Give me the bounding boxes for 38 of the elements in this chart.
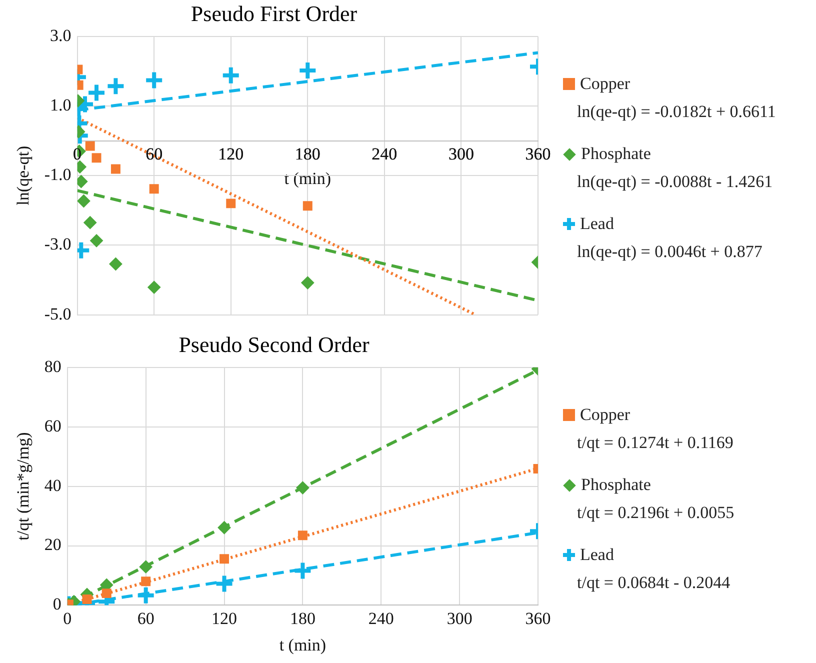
x-tick-label: 120	[218, 144, 244, 164]
x-tick-label: 300	[448, 144, 474, 164]
y-tick-label: 20	[44, 535, 62, 554]
legend-label: Lead	[580, 214, 614, 234]
y-tick-label: -5.0	[44, 304, 72, 324]
text: t/qt = 0.1274t + 0.1169	[577, 433, 734, 453]
y-tick-label: -1.0	[44, 165, 72, 184]
text: t/qt = 0.2196t + 0.0055	[577, 503, 736, 523]
chart-title: Pseudo Second Order	[178, 332, 370, 357]
legend-label: Lead	[580, 545, 614, 565]
x-tick-label: 360	[525, 608, 551, 628]
y-tick-label: 1.0	[50, 95, 72, 114]
x-tick-label: 180	[290, 608, 316, 628]
x-tick-label: 240	[372, 144, 398, 164]
x-tick-label: 180	[294, 144, 320, 164]
y-tick-label: 60	[44, 416, 62, 436]
x-tick-label: 60	[137, 608, 154, 628]
text: t/qt = 0.0684t - 0.2044	[577, 573, 732, 593]
y-axis-title: t/qt (min*g/mg)	[14, 432, 33, 540]
y-axis-title: ln(qe-qt)	[14, 146, 33, 206]
text: ln(qe-qt) = -0.0182t + 0.6611	[577, 102, 777, 122]
legend-label: Phosphate	[581, 144, 651, 164]
legend-label: Phosphate	[581, 475, 651, 495]
x-tick-label: 240	[368, 608, 394, 628]
text: ln(qe-qt) = 0.0046t + 0.877	[577, 242, 764, 262]
x-tick-label: 120	[212, 608, 238, 628]
chart-title: Pseudo First Order	[190, 0, 358, 26]
legend-label: Copper	[580, 74, 630, 94]
y-tick-label: 80	[44, 356, 62, 376]
legend-label: Copper	[580, 405, 630, 425]
x-tick-label: 360	[525, 144, 551, 164]
x-tick-label: 300	[446, 608, 472, 628]
y-tick-label: -3.0	[44, 234, 72, 254]
y-tick-label: 0	[52, 594, 62, 614]
y-tick-label: 40	[44, 476, 62, 495]
y-tick-label: 3.0	[50, 26, 72, 45]
text: ln(qe-qt) = -0.0088t - 1.4261	[577, 172, 774, 192]
x-axis-title: t (min)	[279, 635, 326, 654]
